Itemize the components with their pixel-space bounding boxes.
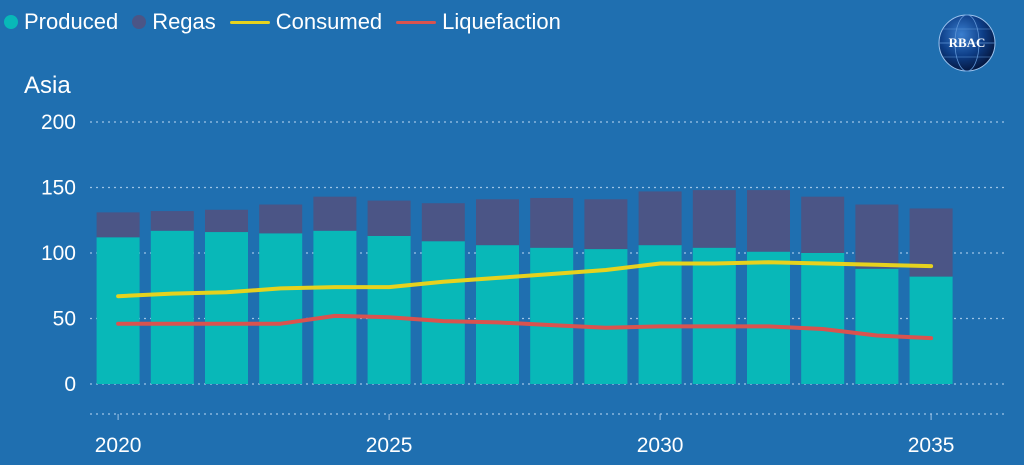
y-tick-label-150: 150 bbox=[41, 177, 76, 200]
regas-swatch-icon bbox=[132, 15, 147, 29]
produced-swatch-icon bbox=[4, 15, 18, 29]
x-tick-label-2020: 2020 bbox=[95, 434, 142, 457]
bar-produced-2033 bbox=[801, 253, 845, 384]
bar-regas-2023 bbox=[259, 204, 303, 234]
bar-produced-2024 bbox=[313, 230, 357, 384]
bar-regas-2032 bbox=[747, 190, 790, 252]
y-tick-label-100: 100 bbox=[41, 242, 76, 265]
legend-label-consumed: Consumed bbox=[275, 9, 383, 34]
bar-produced-2022 bbox=[205, 232, 248, 384]
bar-produced-2021 bbox=[150, 230, 194, 384]
bar-regas-2021 bbox=[150, 211, 194, 231]
bar-produced-2020 bbox=[96, 237, 140, 384]
lines-layer bbox=[116, 260, 934, 341]
legend-label-produced: Produced bbox=[24, 9, 119, 34]
legend-label-regas: Regas bbox=[152, 9, 216, 34]
bar-regas-2033 bbox=[801, 196, 845, 253]
bar-regas-2029 bbox=[584, 199, 628, 250]
bar-regas-2031 bbox=[692, 190, 736, 248]
legend-item-regas[interactable]: Regas bbox=[132, 9, 216, 35]
axis-layer: 0 50 100 150 200 2020 2025 2030 2035 bbox=[41, 111, 955, 457]
bar-produced-2035 bbox=[909, 276, 953, 384]
liquefaction-swatch-icon bbox=[396, 20, 437, 24]
bar-regas-2024 bbox=[313, 196, 357, 231]
chart-subtitle: Asia bbox=[24, 72, 71, 99]
rbac-logo-text: RBAC bbox=[949, 35, 986, 50]
bar-regas-2027 bbox=[476, 199, 519, 246]
line-consumed bbox=[116, 260, 934, 299]
bar-produced-2027 bbox=[476, 245, 519, 384]
bar-regas-2026 bbox=[421, 203, 465, 242]
bars-layer bbox=[96, 190, 953, 384]
chart-legend: Produced Regas Consumed Liquefaction bbox=[4, 6, 561, 38]
bar-produced-2034 bbox=[855, 268, 899, 384]
x-tick-label-2030: 2030 bbox=[637, 434, 684, 457]
bar-regas-2022 bbox=[205, 209, 248, 233]
rbac-logo: RBAC bbox=[938, 14, 996, 72]
bar-produced-2030 bbox=[638, 245, 682, 384]
bar-produced-2026 bbox=[421, 241, 465, 384]
legend-label-liquefaction: Liquefaction bbox=[442, 9, 561, 34]
bar-produced-2032 bbox=[747, 251, 790, 384]
bar-regas-2028 bbox=[530, 197, 574, 248]
bar-produced-2025 bbox=[367, 235, 411, 384]
bar-regas-2020 bbox=[96, 212, 140, 238]
legend-item-liquefaction[interactable]: Liquefaction bbox=[396, 9, 561, 35]
consumed-swatch-icon bbox=[229, 20, 270, 24]
bar-produced-2023 bbox=[259, 233, 303, 384]
bar-produced-2031 bbox=[692, 247, 736, 384]
x-tick-label-2025: 2025 bbox=[366, 434, 413, 457]
y-tick-label-200: 200 bbox=[41, 111, 76, 134]
x-tick-label-2035: 2035 bbox=[908, 434, 955, 457]
y-tick-label-50: 50 bbox=[53, 308, 76, 331]
bar-regas-2034 bbox=[855, 204, 899, 269]
line-liquefaction bbox=[116, 313, 934, 341]
bar-regas-2030 bbox=[638, 191, 682, 246]
bar-regas-2025 bbox=[367, 200, 411, 236]
legend-item-consumed[interactable]: Consumed bbox=[229, 9, 383, 35]
y-tick-label-0: 0 bbox=[64, 373, 76, 396]
legend-item-produced[interactable]: Produced bbox=[4, 9, 118, 35]
bar-produced-2028 bbox=[530, 247, 574, 384]
